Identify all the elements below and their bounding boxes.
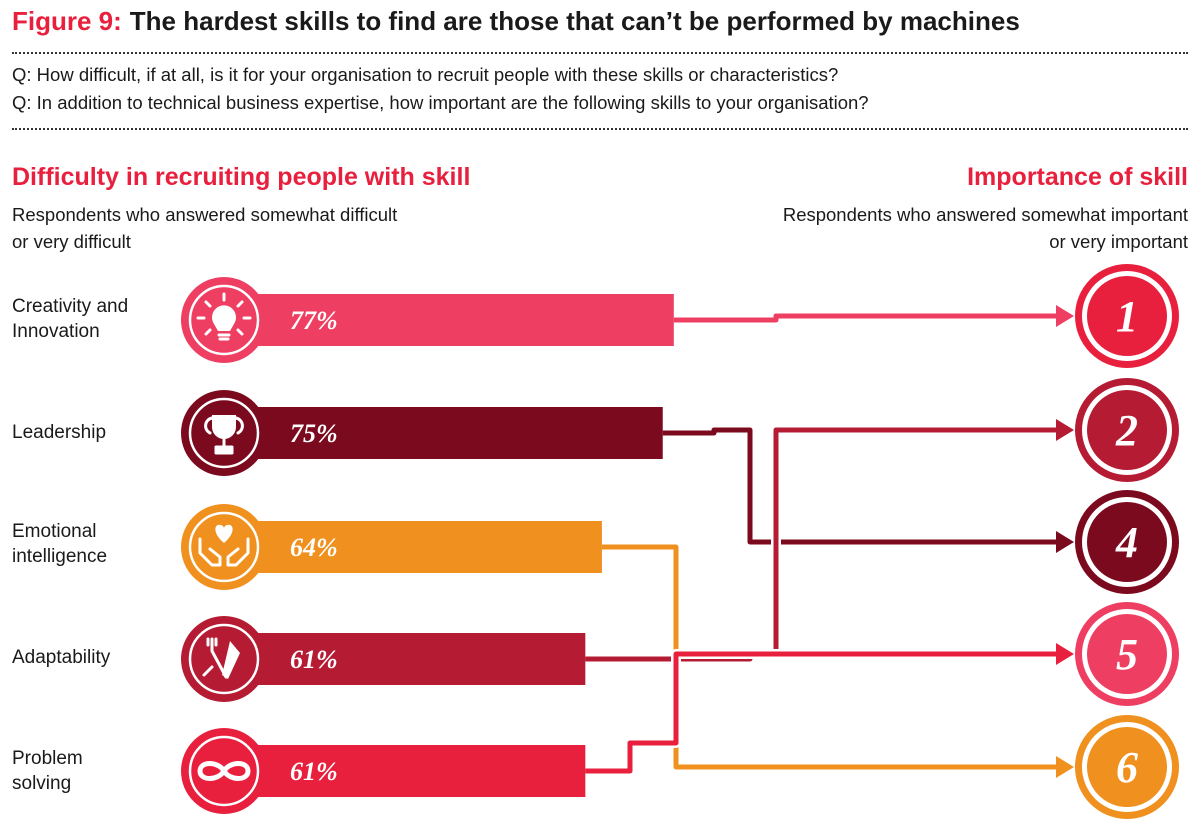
connector-arrow-adaptability xyxy=(1056,419,1074,441)
skill-label-leadership: Leadership xyxy=(12,420,106,445)
connector-lines xyxy=(585,305,1074,778)
bar-value-label-adaptability: 61% xyxy=(290,645,338,674)
bar-leadership xyxy=(248,407,663,459)
divider-bottom xyxy=(12,128,1188,130)
skill-label-line-2: solving xyxy=(12,773,72,794)
skill-label-problem-solving: Problem solving xyxy=(12,746,83,796)
bar-emotional-intelligence xyxy=(248,521,602,573)
bar-value-label-leadership: 75% xyxy=(290,419,338,448)
connector-line-creativity xyxy=(673,313,1058,323)
skill-label-line-1: Adaptability xyxy=(12,647,111,668)
connector-line-leadership xyxy=(662,427,1058,545)
left-header-line-2: or very difficult xyxy=(12,231,131,252)
skill-label-line-2: Innovation xyxy=(12,321,100,342)
left-header-line-1: Respondents who answered somewhat diffic… xyxy=(12,204,398,225)
infinity-icon xyxy=(197,761,251,781)
bar-problem-solving xyxy=(248,745,586,797)
figure-title-text: The hardest skills to find are those tha… xyxy=(129,6,1020,36)
tools-icon xyxy=(202,637,240,679)
figure-label: Figure 9: xyxy=(12,6,122,36)
connector-arrow-emotional-intelligence xyxy=(1056,756,1074,778)
right-header-line-1: Respondents who answered somewhat import… xyxy=(782,204,1188,225)
question-1: Q: How difficult, if at all, is it for y… xyxy=(12,64,839,85)
skill-label-line-1: Creativity and xyxy=(12,296,129,317)
rank-circle-6 xyxy=(1087,727,1167,807)
left-header-title: Difficulty in recruiting people with ski… xyxy=(12,163,471,191)
skill-label-emotional-intelligence: Emotional intelligence xyxy=(12,519,107,569)
rank-label-4: 4 xyxy=(1115,518,1138,567)
rank-label-5: 5 xyxy=(1116,630,1138,679)
rank-label-6: 6 xyxy=(1116,743,1138,792)
right-header-subtitle: Respondents who answered somewhat import… xyxy=(783,201,1188,255)
rank-circle-1 xyxy=(1087,276,1167,356)
skill-label-line-1: Problem xyxy=(12,748,83,769)
rank-circle-2 xyxy=(1087,390,1167,470)
question-2: Q: In addition to technical business exp… xyxy=(12,92,869,113)
right-header-title: Importance of skill xyxy=(967,163,1188,191)
bar-value-label-creativity: 77% xyxy=(290,306,338,335)
skill-label-line-1: Emotional xyxy=(12,521,97,542)
icon-circle-emotional-intelligence xyxy=(181,504,267,590)
rank-circle-5 xyxy=(1087,614,1167,694)
bars: 77% 75% 64% 61% 61% xyxy=(181,277,674,814)
skill-label-line-2: intelligence xyxy=(12,546,108,567)
left-header-subtitle: Respondents who answered somewhat diffic… xyxy=(12,201,397,255)
connector-arrow-problem-solving xyxy=(1056,643,1074,665)
rank-label-2: 2 xyxy=(1115,406,1138,455)
rank-circles: 1 2 4 5 6 xyxy=(1075,264,1179,819)
bar-adaptability xyxy=(248,633,586,685)
bar-creativity xyxy=(248,294,674,346)
skill-label-adaptability: Adaptability xyxy=(12,645,110,670)
trophy-icon xyxy=(204,415,244,455)
skill-label-line-1: Leadership xyxy=(12,422,107,443)
icon-circle-adaptability xyxy=(181,616,267,702)
figure-title: Figure 9: The hardest skills to find are … xyxy=(12,6,1020,37)
bar-value-label-emotional-intelligence: 64% xyxy=(290,533,338,562)
heart-hands-icon xyxy=(198,524,250,567)
bar-value-label-problem-solving: 61% xyxy=(290,757,338,786)
divider-top xyxy=(12,52,1188,54)
connector-line-problem-solving xyxy=(585,651,1058,774)
connector-arrow-leadership xyxy=(1056,531,1074,553)
rank-circle-4 xyxy=(1087,502,1167,582)
rank-label-1: 1 xyxy=(1116,292,1138,341)
right-header-line-2: or very important xyxy=(1049,231,1188,252)
lightbulb-icon xyxy=(196,292,252,341)
skill-label-creativity: Creativity and Innovation xyxy=(12,294,128,344)
connector-arrow-creativity xyxy=(1056,305,1074,327)
